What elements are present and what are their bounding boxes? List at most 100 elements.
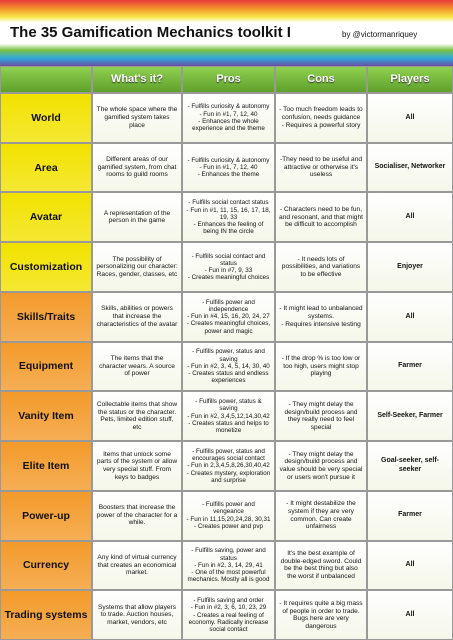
mechanic-cell: Avatar xyxy=(0,192,92,243)
cons-cell: - They might delay the design/build proc… xyxy=(275,441,367,491)
pro-item: - Fun in 11,15,20,24,28, 30,31 xyxy=(186,515,271,523)
con-item: It's the best example of double-edged sw… xyxy=(280,550,362,580)
pro-item: - Fulfills social contact and status xyxy=(191,252,266,267)
mechanic-cell: Elite Item xyxy=(0,441,92,491)
column-header: Players xyxy=(367,66,453,93)
mechanic-name: Currency xyxy=(22,559,70,572)
pros-cell: - Fulfills saving and order - Fun in #2, … xyxy=(182,590,275,640)
pro-item: - Fun in #4, 15, 16, 20, 24, 27 xyxy=(187,313,270,321)
mechanic-cell: Power-up xyxy=(0,490,92,541)
players: All xyxy=(405,561,415,569)
cons-cell: -They need to be useful and attractive o… xyxy=(275,142,367,193)
con-item: - If the drop % is too low or too high, … xyxy=(281,355,361,378)
pro-item: - Creates meaningful choices, power and … xyxy=(186,320,271,335)
description: The possibility of personalizing our cha… xyxy=(96,255,178,278)
con-item: - Characters need to be fun, and resonan… xyxy=(279,205,363,229)
description-cell: Collectable items that show the status o… xyxy=(92,391,182,442)
column-header-text: Cons xyxy=(307,72,335,85)
players-cell: All xyxy=(367,291,453,342)
pro-item: - Fulfills curiosity & autonomy xyxy=(187,103,270,111)
players: All xyxy=(405,312,415,320)
mechanic-cell: Equipment xyxy=(0,341,92,392)
pro-item: - Creates power and pvp xyxy=(194,522,263,530)
pros-cell: - Fulfills power, status and saving - Fun… xyxy=(182,341,275,392)
pro-item: - Creates meaningful choices xyxy=(187,274,270,282)
pros-cell: - Fulfills social contact status - Fun in… xyxy=(182,192,275,243)
players: Farmer xyxy=(398,511,422,519)
column-header: What's it? xyxy=(92,66,182,93)
cons-cell: - It might lead to unbalanced systems. - … xyxy=(275,291,367,342)
description: The items that the character wears. A so… xyxy=(99,355,175,378)
con-item: - It might lead to unbalanced systems. xyxy=(279,305,363,320)
pro-item: - Fulfills power, status & saving xyxy=(195,398,262,413)
column-header-text: What's it? xyxy=(110,72,164,85)
players-cell: Farmer xyxy=(367,490,453,541)
pro-item: - Fun in #1, 7, 12, 40 xyxy=(199,110,258,118)
players-cell: Goal-seeker, self-seeker xyxy=(367,441,453,491)
pro-item: - Fun in 2,3,4,5,8,26,30,40,42 xyxy=(187,462,270,470)
cons-cell: - If the drop % is too low or too high, … xyxy=(275,341,367,392)
pro-item: - Fulfills power, status and saving xyxy=(192,348,265,363)
mechanic-name: Avatar xyxy=(29,211,63,224)
mechanic-name: Customization xyxy=(9,261,83,274)
mechanic-cell: Customization xyxy=(0,242,92,292)
pro-item: - Enhances the theme xyxy=(197,171,260,179)
players: Goal-seeker, self-seeker xyxy=(381,457,439,473)
pros-cell: - Fulfills social contact and status - Fu… xyxy=(182,242,275,292)
pros-cell: - Fulfills saving, power and status - Fun… xyxy=(182,540,275,591)
players-cell: All xyxy=(367,93,453,143)
cons-cell: - It requires quite a big mass of people… xyxy=(275,590,367,640)
con-item: - Requires intensive testing xyxy=(281,320,361,328)
pro-item: - Fun in #1, 7, 12, 40 xyxy=(199,163,258,171)
mechanic-name: Elite Item xyxy=(22,459,70,472)
pro-item: - Fun in #2, 3, 4, 5, 14, 30, 40 xyxy=(187,362,270,370)
description-cell: Different areas of our gamified system, … xyxy=(92,142,182,193)
pro-item: - Fun in #2, 3,4,5,12,14,30,42 xyxy=(187,412,270,420)
pro-item: - Enhances the feeling of being IN the c… xyxy=(193,220,264,236)
players-cell: All xyxy=(367,540,453,591)
con-item: - It might destabilize the system if the… xyxy=(286,500,356,531)
pros-cell: - Fulfills power, status and encourages … xyxy=(182,441,275,491)
cons-cell: - They might delay the design/build proc… xyxy=(275,391,367,442)
mechanic-cell: Vanity Item xyxy=(0,391,92,442)
pros-cell: - Fulfills power, status & saving - Fun i… xyxy=(182,391,275,442)
cons-cell: - Too much freedom leads to confusion, n… xyxy=(275,93,367,143)
con-item: - Too much freedom leads to confusion, n… xyxy=(279,106,363,122)
mechanic-cell: Trading systems xyxy=(0,590,92,640)
cons-cell: It's the best example of double-edged sw… xyxy=(275,540,367,591)
mechanic-cell: World xyxy=(0,93,92,143)
description-cell: Systems that allow players to trade. Auc… xyxy=(92,590,182,640)
pro-item: - Fun in #7, 9, 33 xyxy=(204,267,253,275)
author: by @victormanriquey xyxy=(342,30,418,39)
description: Items that unlock some parts of the syst… xyxy=(96,450,178,481)
pro-item: - Fulfills saving and order xyxy=(193,597,264,605)
column-header-text: Pros xyxy=(216,72,241,85)
con-item: - It needs lots of possibilities, and va… xyxy=(281,255,361,278)
mechanic-name: Vanity Item xyxy=(18,410,74,423)
pro-item: - Fulfills social contact status xyxy=(188,199,269,207)
mechanic-cell: Currency xyxy=(0,540,92,591)
pro-item: - Fulfills power and vengeance xyxy=(202,501,255,516)
players: Enjoyer xyxy=(397,262,423,270)
description-cell: The items that the character wears. A so… xyxy=(92,341,182,392)
description: Systems that allow players to trade. Auc… xyxy=(97,603,177,626)
pro-item: - Enhances the whole experience and the … xyxy=(192,117,265,133)
pro-item: - Fulfills power and independence xyxy=(202,298,255,313)
pros-cell: - Fulfills curiosity & autonomy - Fun in … xyxy=(182,93,275,143)
column-header-corner xyxy=(0,66,92,93)
pro-item: - Fun in #1, 11, 15, 16, 17, 18, 19, 33 xyxy=(186,206,271,221)
mechanic-name: Skills/Traits xyxy=(16,310,76,323)
players: Self-Seeker, Farmer xyxy=(377,411,443,419)
mechanic-cell: Area xyxy=(0,142,92,193)
players-cell: Enjoyer xyxy=(367,242,453,292)
description-cell: A representation of the person in the ga… xyxy=(92,192,182,243)
pro-item: - Fun in #2, 3, 14, 29, 41 xyxy=(194,561,263,569)
description-cell: Skills, abilities or powers that increas… xyxy=(92,291,182,342)
players: All xyxy=(405,610,415,618)
description: The whole space where the gamified syste… xyxy=(96,106,178,129)
description: Boosters that increase the power of the … xyxy=(96,504,178,527)
pro-item: - Fulfills curiosity & autonomy xyxy=(187,156,270,164)
pro-item: - Fulfills saving, power and status xyxy=(191,547,266,562)
pros-cell: - Fulfills power and vengeance - Fun in 1… xyxy=(182,490,275,541)
players: Socialiser, Networker xyxy=(374,163,446,171)
